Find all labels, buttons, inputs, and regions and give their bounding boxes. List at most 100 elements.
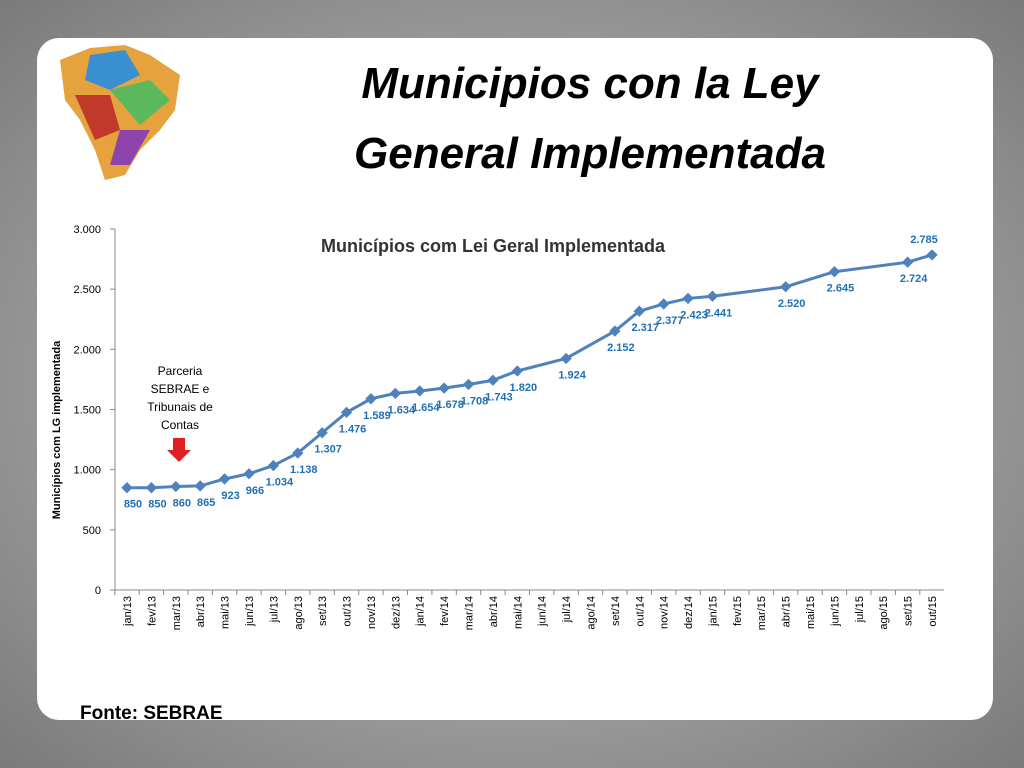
- x-tick-label: ago/13: [293, 596, 305, 630]
- line-segment: [834, 260, 908, 274]
- y-tick-label: 500: [83, 525, 101, 537]
- point-marker: [511, 365, 523, 377]
- value-label: 2.520: [778, 298, 806, 310]
- x-tick-label: jun/13: [244, 596, 256, 627]
- x-tick-label: jun/15: [829, 596, 841, 627]
- line-segment: [321, 411, 348, 434]
- point-marker: [609, 325, 621, 337]
- x-tick-label: mar/15: [756, 596, 768, 630]
- point-marker: [243, 468, 255, 480]
- x-tick-label: abr/13: [195, 596, 207, 627]
- x-tick-label: jan/14: [415, 596, 427, 627]
- x-tick-label: fev/14: [439, 596, 451, 626]
- x-tick-label: jun/14: [537, 596, 549, 627]
- x-tick-label: out/15: [927, 596, 939, 627]
- value-label: 1.634: [388, 404, 416, 416]
- value-label: 2.317: [632, 322, 660, 334]
- point-marker: [658, 298, 670, 310]
- x-tick-label: nov/14: [659, 596, 671, 629]
- x-tick-label: jan/13: [122, 596, 134, 627]
- point-marker: [779, 281, 792, 293]
- value-label: 2.724: [900, 273, 928, 285]
- point-marker: [145, 482, 158, 494]
- value-label: 2.152: [607, 342, 635, 354]
- line-segment: [272, 451, 299, 467]
- line-segment: [565, 329, 616, 360]
- x-tick-label: set/13: [317, 596, 329, 626]
- point-marker: [926, 249, 938, 261]
- value-label: 2.377: [656, 315, 684, 327]
- value-label: 865: [197, 497, 215, 509]
- value-label: 1.034: [266, 477, 294, 489]
- value-label: 2.423: [680, 309, 708, 321]
- point-marker: [633, 305, 645, 317]
- slide-title: General Implementada: [354, 129, 826, 178]
- line-segment: [345, 397, 372, 414]
- x-tick-label: set/15: [903, 596, 915, 626]
- point-marker: [365, 393, 377, 405]
- point-marker: [292, 447, 304, 459]
- x-tick-label: mai/15: [805, 596, 817, 629]
- value-label: 1.820: [510, 382, 538, 394]
- y-tick-label: 3.000: [73, 224, 101, 236]
- point-marker: [121, 482, 133, 494]
- point-marker: [267, 459, 280, 472]
- y-tick-label: 2.500: [73, 284, 101, 296]
- value-label: 1.138: [290, 464, 318, 476]
- value-label: 850: [124, 499, 142, 511]
- line-segment: [516, 357, 567, 373]
- point-marker: [487, 374, 499, 386]
- x-tick-label: fev/15: [732, 596, 744, 626]
- x-tick-label: abr/15: [781, 596, 793, 627]
- x-tick-label: abr/14: [488, 596, 500, 627]
- x-tick-label: mai/14: [512, 596, 524, 629]
- value-label: 1.307: [314, 444, 342, 456]
- source: Fonte: SEBRAE: [80, 703, 223, 724]
- point-marker: [414, 385, 426, 397]
- x-tick-label: dez/13: [390, 596, 402, 629]
- value-label: 1.924: [558, 369, 586, 381]
- x-tick-label: set/14: [610, 596, 622, 626]
- x-tick-label: mai/13: [220, 596, 232, 629]
- point-marker: [340, 406, 353, 419]
- annotation-arrow: [167, 438, 191, 462]
- x-tick-label: jul/13: [268, 596, 280, 623]
- point-marker: [828, 266, 841, 278]
- y-tick-label: 1.500: [73, 405, 101, 417]
- line-segment: [785, 270, 835, 289]
- x-tick-label: out/13: [342, 596, 354, 627]
- value-label: 1.678: [436, 399, 464, 411]
- x-tick-label: out/14: [634, 596, 646, 627]
- chart-title: Municípios com Lei Geral Implementada: [321, 236, 666, 256]
- point-marker: [901, 256, 914, 268]
- annotation: Parceria: [158, 364, 203, 378]
- point-marker: [682, 292, 694, 305]
- point-marker: [316, 427, 328, 439]
- y-axis-label: Municípios com LG implementada: [51, 340, 63, 519]
- value-label: 1.654: [412, 402, 440, 414]
- point-marker: [194, 480, 206, 492]
- point-marker: [560, 352, 572, 365]
- value-label: 923: [221, 490, 239, 502]
- x-tick-label: jul/14: [561, 596, 573, 623]
- value-label: 850: [148, 499, 166, 511]
- value-label: 2.645: [827, 283, 855, 295]
- point-marker: [438, 382, 450, 394]
- point-marker: [389, 387, 401, 400]
- value-label: 2.441: [705, 307, 733, 319]
- value-label: 1.743: [485, 391, 513, 403]
- value-label: 1.708: [461, 395, 489, 407]
- line-segment: [296, 431, 324, 455]
- x-tick-label: mar/14: [464, 596, 476, 630]
- annotation: Contas: [161, 418, 199, 432]
- point-marker: [706, 290, 719, 302]
- line-segment: [712, 285, 786, 298]
- slide-panel: [37, 38, 993, 720]
- y-tick-label: 2.000: [73, 344, 101, 356]
- x-tick-label: jan/15: [707, 596, 719, 627]
- point-marker: [462, 378, 475, 391]
- value-label: 860: [173, 498, 191, 510]
- x-tick-label: ago/14: [585, 596, 597, 630]
- annotation: Tribunais de: [147, 400, 213, 414]
